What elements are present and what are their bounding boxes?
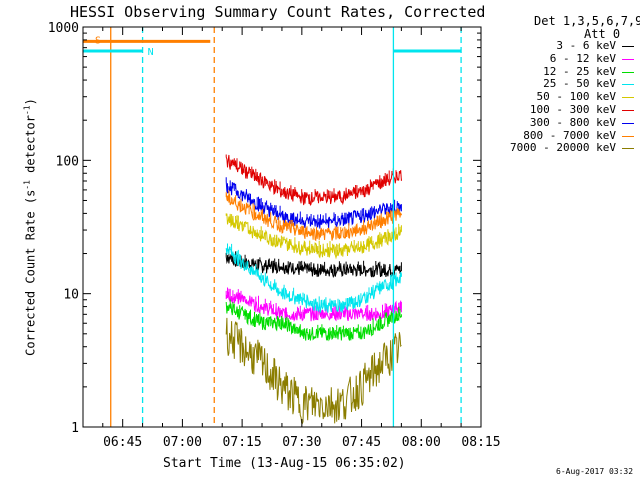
series-6-12-kev	[225, 287, 402, 323]
legend-swatch	[622, 122, 634, 124]
legend-swatch	[622, 71, 634, 73]
tick-layer	[83, 26, 482, 428]
tick-label-layer: 06:45 07:00 07:15 07:30 07:45 08:00 08:15 1 10 10…	[48, 21, 501, 450]
series-line	[225, 287, 402, 323]
series-300-800-kev	[225, 177, 402, 229]
x-tick-label: 08:00	[402, 435, 441, 450]
legend-item: 100 - 300 keV	[470, 104, 634, 116]
legend-label: 300 - 800 keV	[529, 115, 616, 129]
chart-title: HESSI Observing Summary Count Rates, Cor…	[70, 3, 486, 21]
legend-label: 100 - 300 keV	[529, 103, 616, 116]
series-line	[225, 177, 402, 229]
y-tick-label: 1	[71, 421, 79, 436]
legend-swatch	[622, 110, 634, 111]
y-tick-label: 10	[63, 288, 79, 303]
marker-layer	[110, 27, 462, 427]
series-12-25-kev	[225, 299, 402, 342]
legend-item: 6 - 12 keV	[470, 51, 634, 65]
y-tick-label: 100	[56, 154, 79, 169]
legend-header-line2: Att 0	[584, 27, 621, 41]
legend-label: 25 - 50 keV	[543, 77, 616, 91]
y-axis-label: Corrected Count Rate (s-1 detector-1)	[22, 98, 38, 356]
legend-swatch	[622, 84, 634, 86]
series-line	[225, 317, 402, 425]
x-tick-label: 07:45	[342, 435, 381, 450]
series-line	[225, 299, 402, 342]
x-tick-label: 07:00	[163, 435, 202, 450]
y-tick-label: 1000	[48, 21, 79, 36]
legend-item: 50 - 100 keV	[470, 91, 634, 103]
x-tick-label: 06:45	[103, 435, 142, 450]
legend-swatch	[622, 135, 634, 137]
x-axis-label: Start Time (13-Aug-15 06:35:02)	[163, 456, 406, 471]
legend-label: 3 - 6 keV	[556, 39, 616, 52]
series-line	[225, 213, 402, 260]
series-line	[225, 154, 402, 207]
legend-label: 7000 - 20000 keV	[510, 141, 616, 155]
legend-swatch	[622, 46, 634, 47]
legend-item: 7000 - 20000 keV	[470, 142, 634, 154]
series-7000-20000-kev	[225, 317, 402, 425]
legend-swatch	[622, 97, 634, 99]
legend-label: 800 - 7000 keV	[523, 128, 616, 142]
series-line	[225, 243, 402, 313]
legend-label: 12 - 25 keV	[543, 64, 616, 78]
legend-item: 800 - 7000 keV	[470, 128, 634, 142]
legend-swatch	[622, 148, 634, 150]
legend-label: 6 - 12 keV	[549, 51, 616, 65]
flag-label-n: N	[148, 47, 154, 58]
legend-item: 300 - 800 keV	[470, 115, 634, 129]
x-tick-label: 08:15	[461, 435, 500, 450]
legend-label: 50 - 100 keV	[536, 90, 616, 104]
legend-item: 25 - 50 keV	[470, 78, 634, 90]
trace-layer	[225, 154, 402, 425]
legend-item: 3 - 6 keV	[470, 40, 634, 52]
legend-header-line1: Det 1,3,5,6,7,9,	[534, 14, 640, 28]
series-100-300-kev	[225, 154, 402, 207]
series-25-50-kev	[225, 243, 402, 313]
series-800-7000-kev	[225, 190, 402, 242]
flag-layer: SN	[83, 35, 462, 58]
footer-timestamp: 6-Aug-2017 03:32	[556, 467, 634, 476]
legend-swatch	[622, 58, 634, 60]
x-tick-label: 07:15	[223, 435, 262, 450]
flag-label-s: S	[95, 35, 101, 46]
x-tick-label: 07:30	[282, 435, 321, 450]
series-line	[225, 190, 402, 242]
series-50-100-kev	[225, 213, 402, 260]
legend-item: 12 - 25 keV	[470, 64, 634, 78]
